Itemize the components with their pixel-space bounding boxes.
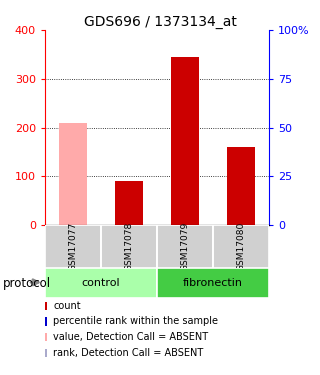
Text: protocol: protocol	[3, 277, 51, 290]
Text: GSM17078: GSM17078	[124, 222, 133, 271]
Bar	[45, 268, 157, 298]
Bar	[227, 147, 255, 225]
Text: control: control	[82, 278, 120, 288]
Text: GSM17079: GSM17079	[180, 222, 189, 271]
Text: rank, Detection Call = ABSENT: rank, Detection Call = ABSENT	[53, 348, 204, 358]
Bar	[157, 225, 213, 268]
Bar	[101, 225, 157, 268]
Bar	[45, 225, 101, 268]
Bar	[59, 123, 87, 225]
Text: fibronectin: fibronectin	[183, 278, 243, 288]
Text: GSM17080: GSM17080	[236, 222, 245, 271]
Bar	[213, 225, 269, 268]
Bar	[171, 57, 199, 225]
Text: GSM17077: GSM17077	[68, 222, 77, 271]
Text: GDS696 / 1373134_at: GDS696 / 1373134_at	[84, 15, 236, 29]
Text: percentile rank within the sample: percentile rank within the sample	[53, 316, 219, 326]
Text: value, Detection Call = ABSENT: value, Detection Call = ABSENT	[53, 332, 209, 342]
Bar	[157, 268, 269, 298]
Bar	[115, 181, 143, 225]
Text: count: count	[53, 301, 81, 310]
